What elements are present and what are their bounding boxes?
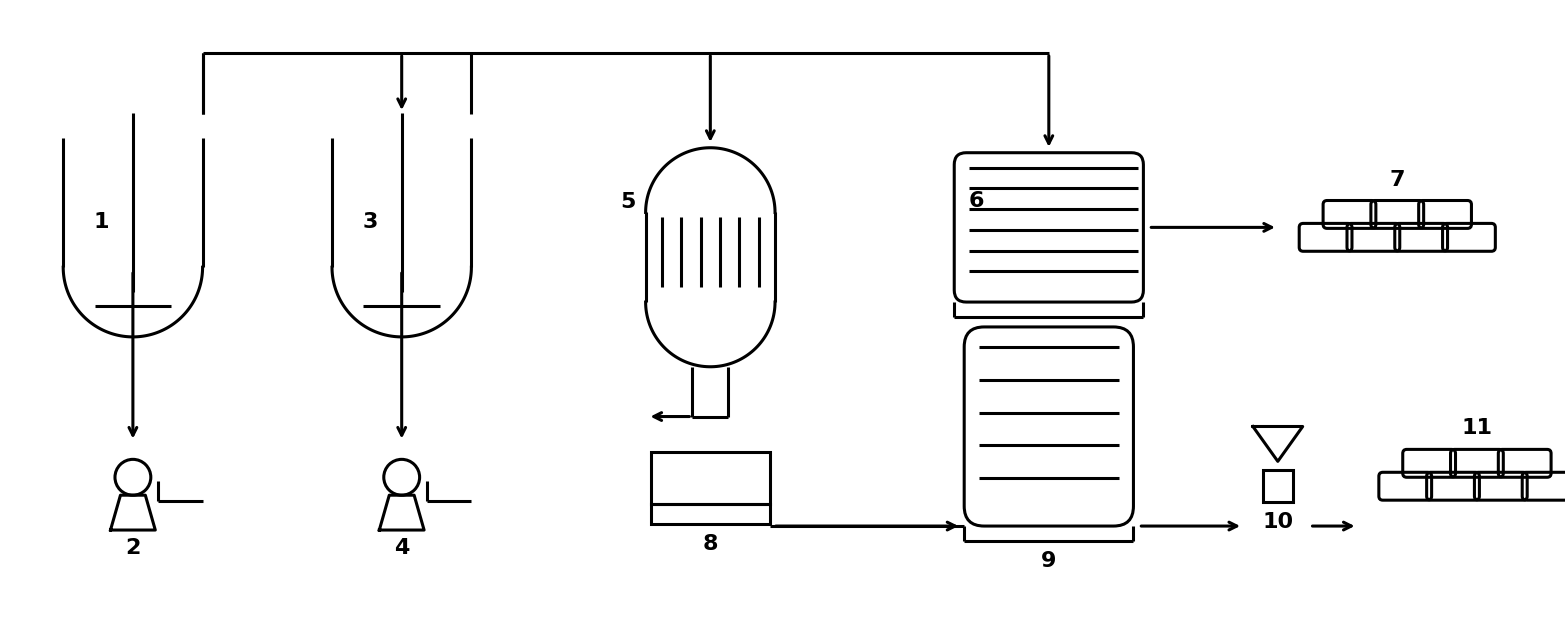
Text: 3: 3 <box>362 212 378 232</box>
Text: 9: 9 <box>1041 551 1057 571</box>
Bar <box>651 453 770 504</box>
Text: 1: 1 <box>94 212 110 232</box>
Text: 4: 4 <box>394 538 409 558</box>
Bar <box>651 504 770 524</box>
Text: 6: 6 <box>969 191 983 211</box>
Text: 10: 10 <box>1262 512 1294 532</box>
Text: 8: 8 <box>702 534 718 554</box>
Text: 2: 2 <box>125 538 141 558</box>
Text: 11: 11 <box>1461 418 1493 438</box>
Bar <box>1262 470 1292 502</box>
Text: 5: 5 <box>619 192 635 213</box>
Text: 7: 7 <box>1389 169 1405 189</box>
